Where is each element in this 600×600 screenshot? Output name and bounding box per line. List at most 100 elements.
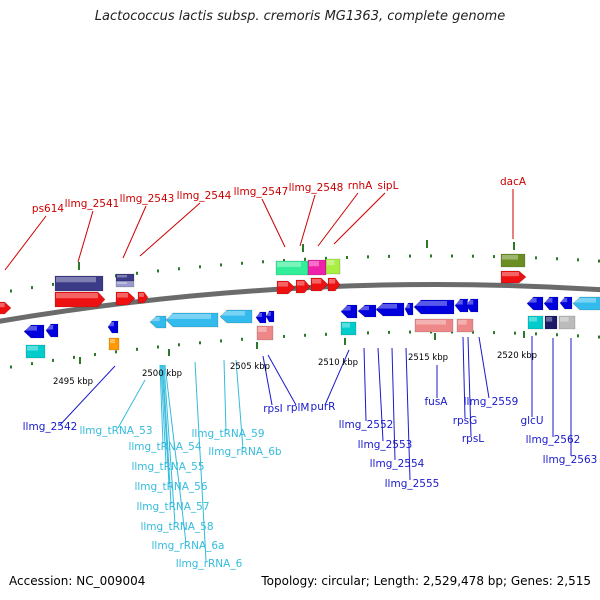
gene-label-rpsi[interactable]: rpsI xyxy=(263,403,283,415)
gene-feature[interactable] xyxy=(25,344,46,359)
gene-label-llmg-rrna-6b[interactable]: llmg_rRNA_6b xyxy=(208,446,282,458)
gene-label-rplm[interactable]: rplM xyxy=(287,402,310,414)
tick-mark xyxy=(409,330,411,334)
leader-line xyxy=(377,347,384,442)
gene-label-llmg-trna-53[interactable]: llmg_tRNA_53 xyxy=(79,425,152,437)
gene-feature[interactable] xyxy=(375,302,405,317)
ruler-label: 2505 kbp xyxy=(230,362,270,372)
gene-label-llmg-2548[interactable]: llmg_2548 xyxy=(289,182,344,194)
gene-feature[interactable] xyxy=(404,302,414,316)
leader-line xyxy=(462,336,466,419)
gene-feature[interactable] xyxy=(219,309,253,324)
tick-mark xyxy=(577,334,579,338)
gene-feature[interactable] xyxy=(45,323,59,338)
gene-label-purr[interactable]: purR xyxy=(311,401,336,413)
leader-line xyxy=(194,361,207,562)
leader-line xyxy=(59,365,116,426)
gene-label-sipl[interactable]: sipL xyxy=(378,180,399,192)
gene-label-llmg-rrna-6[interactable]: llmg_rRNA_6 xyxy=(176,558,243,570)
gene-label-llmg-trna-54[interactable]: llmg_tRNA_54 xyxy=(128,441,201,453)
tick-mark xyxy=(94,353,96,357)
gene-label-rpsg[interactable]: rpsG xyxy=(453,415,478,427)
gene-feature[interactable] xyxy=(54,275,104,292)
gene-label-rpsl[interactable]: rpsL xyxy=(462,433,484,445)
gene-features xyxy=(0,253,600,359)
gene-label-llmg-2555[interactable]: llmg_2555 xyxy=(385,478,440,490)
gene-feature[interactable] xyxy=(165,312,219,328)
gene-label-llmg-rrna-6a[interactable]: llmg_rRNA_6a xyxy=(152,540,225,552)
gene-feature[interactable] xyxy=(149,315,167,329)
gene-feature[interactable] xyxy=(115,273,135,282)
gene-feature[interactable] xyxy=(0,301,12,315)
leader-line xyxy=(324,349,350,406)
gene-feature[interactable] xyxy=(265,310,275,323)
gene-feature[interactable] xyxy=(454,298,469,313)
gene-label-ps614[interactable]: ps614 xyxy=(32,203,64,215)
gene-label-llmg-2563[interactable]: llmg_2563 xyxy=(543,454,598,466)
major-tick xyxy=(79,357,81,364)
gene-feature[interactable] xyxy=(340,321,357,336)
gene-label-llmg-trna-58[interactable]: llmg_tRNA_58 xyxy=(140,521,213,533)
gene-feature[interactable] xyxy=(340,304,358,319)
gene-feature[interactable] xyxy=(543,296,559,311)
gene-label-llmg-2553[interactable]: llmg_2553 xyxy=(358,439,413,451)
gene-feature[interactable] xyxy=(137,291,149,304)
gene-feature[interactable] xyxy=(295,279,311,294)
gene-label-glcu[interactable]: glcU xyxy=(520,415,543,427)
gene-feature[interactable] xyxy=(325,258,341,275)
gene-label-llmg-2562[interactable]: llmg_2562 xyxy=(526,434,581,446)
tick-mark xyxy=(556,257,558,261)
tick-mark xyxy=(220,263,222,267)
tick-mark xyxy=(199,265,201,269)
gene-feature[interactable] xyxy=(310,277,329,292)
gene-feature[interactable] xyxy=(115,280,135,288)
gene-feature[interactable] xyxy=(357,304,377,318)
tick-mark xyxy=(73,355,75,359)
gene-feature[interactable] xyxy=(544,315,558,330)
gene-feature[interactable] xyxy=(307,259,327,276)
gene-label-llmg-2544[interactable]: llmg_2544 xyxy=(177,190,232,202)
gene-feature[interactable] xyxy=(276,280,296,295)
gene-feature[interactable] xyxy=(500,253,526,268)
gene-feature[interactable] xyxy=(558,315,576,330)
gene-feature[interactable] xyxy=(115,291,136,306)
gene-label-llmg-2541[interactable]: llmg_2541 xyxy=(65,198,120,210)
tick-mark xyxy=(304,257,306,261)
tick-mark xyxy=(388,254,390,258)
gene-feature[interactable] xyxy=(108,337,120,351)
gene-label-llmg-2542[interactable]: llmg_2542 xyxy=(23,421,78,433)
gene-feature[interactable] xyxy=(527,315,544,330)
gene-feature[interactable] xyxy=(456,318,474,333)
gene-label-llmg-trna-57[interactable]: llmg_tRNA_57 xyxy=(136,501,209,513)
gene-feature[interactable] xyxy=(256,325,274,341)
gene-feature[interactable] xyxy=(255,311,267,324)
gene-label-llmg-trna-59[interactable]: llmg_tRNA_59 xyxy=(191,428,264,440)
gene-feature[interactable] xyxy=(413,299,455,315)
leader-line xyxy=(467,336,472,437)
gene-label-llmg-2543[interactable]: llmg_2543 xyxy=(120,193,175,205)
gene-label-llmg-trna-56[interactable]: llmg_tRNA_56 xyxy=(134,481,207,493)
gene-label-llmg-2552[interactable]: llmg_2552 xyxy=(339,419,394,431)
tick-mark xyxy=(535,256,537,260)
gene-feature[interactable] xyxy=(572,296,600,311)
gene-feature[interactable] xyxy=(500,270,527,284)
gene-label-llmg-2547[interactable]: llmg_2547 xyxy=(234,186,289,198)
gene-feature[interactable] xyxy=(559,296,573,310)
gene-feature[interactable] xyxy=(465,298,479,313)
gene-feature[interactable] xyxy=(275,260,309,276)
gene-label-fusa[interactable]: fusA xyxy=(424,396,448,408)
gene-label-rnha[interactable]: rnhA xyxy=(348,180,373,192)
gene-feature[interactable] xyxy=(23,324,45,339)
gene-feature[interactable] xyxy=(54,291,106,308)
gene-label-daca[interactable]: dacA xyxy=(500,176,527,188)
leader-line xyxy=(163,364,176,525)
leader-line xyxy=(267,354,297,406)
gene-label-llmg-2559[interactable]: llmg_2559 xyxy=(464,396,519,408)
tick-mark xyxy=(514,331,516,335)
gene-feature[interactable] xyxy=(327,277,341,292)
gene-label-llmg-trna-55[interactable]: llmg_tRNA_55 xyxy=(131,461,204,473)
gene-feature[interactable] xyxy=(526,296,544,311)
gene-feature[interactable] xyxy=(107,320,119,334)
gene-label-llmg-2554[interactable]: llmg_2554 xyxy=(370,458,425,470)
gene-feature[interactable] xyxy=(414,318,454,333)
